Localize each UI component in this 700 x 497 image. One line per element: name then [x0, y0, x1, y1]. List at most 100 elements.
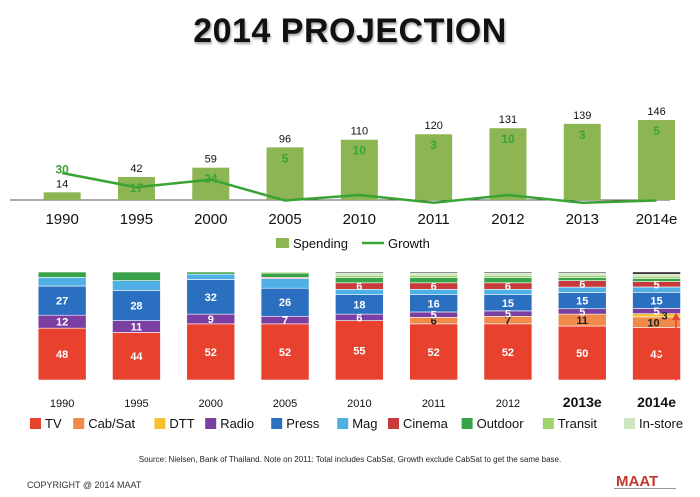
x-tick-label: 1990 [45, 211, 78, 228]
spending-bar [43, 192, 81, 200]
segment-internet [483, 271, 533, 274]
segment-transit [483, 274, 533, 278]
segment-tv [632, 327, 681, 381]
segment-transit [260, 271, 310, 274]
spending-bar [340, 139, 378, 200]
segment-internet [409, 271, 458, 274]
segment-mag [112, 280, 161, 291]
segment-value-label: 52 [279, 347, 291, 359]
segment-value-label: 48 [56, 349, 68, 361]
x-tick-label: 2005 [268, 211, 301, 228]
x-tick-label: 2010 [343, 211, 376, 228]
spending-bar [638, 120, 676, 200]
growth-line [61, 171, 657, 204]
legend-label: Outdoor [477, 416, 525, 431]
segment-value-label: 6 [356, 312, 362, 324]
segment-value-label: 5 [431, 310, 437, 322]
segment-value-label: 11 [131, 322, 143, 334]
spending-value-label: 14 [56, 178, 68, 190]
spending-value-label: 59 [205, 154, 217, 166]
logo-text: MAAT [616, 473, 658, 490]
segment-value-label: 6 [431, 316, 437, 328]
segment-transit [409, 274, 458, 278]
segment-tv [335, 320, 384, 381]
legend-label: Transit [558, 416, 598, 431]
legend-swatch [388, 418, 399, 429]
segment-value-label: 11 [576, 315, 588, 327]
legend-swatch [154, 418, 166, 429]
legend-label: Cinema [403, 416, 449, 431]
segment-press [112, 290, 161, 321]
growth-value-label: 5 [653, 124, 660, 138]
segment-press [186, 279, 236, 315]
segment-tv [112, 332, 161, 381]
annotation-label: 61 [656, 342, 673, 359]
x-tick-label: 1990 [50, 398, 74, 410]
legend-label: Radio [220, 416, 254, 431]
segment-internet [632, 271, 681, 275]
spending-value-label: 139 [573, 110, 591, 122]
x-tick-label: 1995 [120, 211, 153, 228]
segment-value-label: 32 [205, 292, 217, 304]
segment-value-label: 7 [282, 315, 288, 327]
segment-outdoor [37, 271, 87, 278]
growth-value-label: 10 [501, 132, 515, 146]
segment-transit [632, 275, 681, 279]
legend-label: Mag [352, 416, 377, 431]
segment-internet [335, 271, 384, 274]
legend-swatch [30, 418, 41, 429]
legend-swatch [542, 418, 554, 429]
growth-value-label: 3 [579, 128, 586, 142]
spending-bar [266, 147, 304, 200]
x-tick-label: 2013e [563, 394, 602, 410]
spending-value-label: 120 [424, 120, 442, 132]
x-tick-label: 2014e [636, 211, 678, 228]
segment-outdoor [186, 271, 236, 275]
legend-swatch [624, 418, 635, 429]
spending-bar [563, 123, 601, 200]
segment-value-label: 12 [56, 317, 68, 329]
legend-label: DTT [169, 416, 194, 431]
segment-value-label: 50 [576, 348, 588, 360]
segment-mag [37, 277, 87, 287]
segment-value-label: 49 [650, 349, 662, 361]
annotation-arrowhead-down [672, 374, 680, 381]
segment-instore [409, 272, 458, 276]
chart-title: 2014 PROJECTION [193, 12, 507, 50]
segment-value-label: 6 [579, 279, 585, 291]
segment-instore [483, 272, 533, 276]
segment-value-label: 5 [653, 279, 659, 291]
segment-value-label: 5 [579, 306, 585, 318]
segment-press [260, 287, 310, 317]
segment-transit [335, 274, 384, 278]
spending-bar [415, 134, 453, 200]
segment-mag [260, 278, 310, 289]
segment-value-label: 16 [428, 298, 440, 310]
x-tick-label: 2011 [422, 398, 446, 410]
segment-outdoor [260, 272, 310, 278]
segment-value-label: 26 [279, 297, 291, 309]
x-tick-label: 2012 [491, 211, 524, 228]
legend-swatch [337, 418, 349, 429]
segment-instore [632, 273, 681, 277]
legend-label-growth: Growth [388, 236, 430, 251]
x-tick-label: 2005 [273, 398, 297, 410]
segment-value-label: 5 [653, 306, 659, 318]
segment-outdoor [112, 271, 161, 281]
legend-swatch-spending [276, 238, 289, 248]
x-tick-label: 2013 [566, 211, 599, 228]
segment-value-label: 44 [130, 351, 143, 363]
x-tick-label: 2000 [194, 211, 227, 228]
segment-value-label: 28 [130, 300, 142, 312]
x-tick-label: 2010 [347, 398, 371, 410]
segment-value-label: 6 [431, 281, 437, 293]
legend-swatch [271, 418, 283, 429]
segment-value-label: 15 [502, 298, 514, 310]
x-tick-label: 2011 [418, 211, 450, 228]
segment-internet [557, 271, 607, 274]
spending-value-label: 96 [279, 133, 291, 145]
legend-label: In-store [639, 416, 683, 431]
spending-value-label: 42 [130, 163, 142, 175]
spending-value-label: 146 [647, 106, 665, 118]
legend-swatch [205, 418, 217, 429]
